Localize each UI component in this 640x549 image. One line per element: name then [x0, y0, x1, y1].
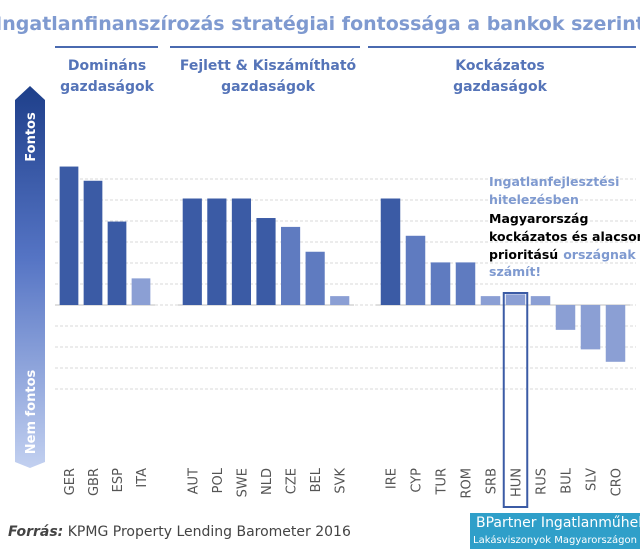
bar-slv: [580, 305, 601, 350]
group-label-developed-line2: gazdaságok: [221, 79, 316, 95]
source-label: Forrás:: [8, 524, 64, 540]
importance-arrow: [15, 86, 45, 468]
tick-label-rus: RUS: [535, 468, 550, 495]
brand-tagline: Lakásviszonyok Magyarországon: [473, 535, 637, 546]
annotation-line4: kockázatos és alacsony: [489, 229, 640, 244]
axis-label-important: Fontos: [24, 112, 39, 162]
tick-label-cze: CZE: [285, 468, 300, 494]
annotation-line5-dark: prioritású: [489, 247, 558, 262]
bars: [55, 166, 630, 508]
bar-swe: [231, 198, 252, 305]
bar-bel: [305, 251, 325, 305]
bar-aut: [182, 198, 202, 305]
annotation-line3: Magyarország: [489, 211, 588, 226]
tick-label-ger: GER: [63, 468, 78, 495]
tick-label-swe: SWE: [235, 468, 250, 497]
bar-srb: [480, 296, 501, 305]
bar-cyp: [405, 235, 426, 305]
group-label-developed-line1: Fejlett & Kiszámítható: [180, 58, 357, 74]
tick-label-cyp: CYP: [410, 468, 425, 493]
axis-label-not-important: Nem fontos: [24, 369, 39, 454]
bar-rom: [455, 262, 476, 305]
tick-label-svk: SVK: [334, 468, 349, 494]
brand-name: BPartner Ingatlanműhely: [476, 515, 640, 531]
bar-tur: [430, 262, 451, 305]
group-label-dominant-line1: Domináns: [68, 58, 146, 74]
tick-label-cro: CRO: [610, 468, 625, 496]
tick-label-hun: HUN: [510, 468, 525, 497]
tick-label-ire: IRE: [385, 468, 400, 489]
brand-logo: BPartner Ingatlanműhely Lakásviszonyok M…: [470, 513, 640, 549]
tick-label-tur: TUR: [435, 468, 450, 496]
tick-label-ita: ITA: [135, 468, 150, 488]
tick-label-bel: BEL: [309, 467, 324, 492]
group-label-risky-line2: gazdaságok: [453, 79, 548, 95]
tick-label-pol: POL: [211, 467, 226, 493]
bar-ita: [131, 278, 151, 305]
bar-cze: [280, 226, 301, 305]
bar-svk: [330, 296, 350, 305]
tick-label-srb: SRB: [485, 468, 500, 494]
bar-nld: [256, 218, 276, 305]
bar-hun: [505, 294, 526, 305]
tick-label-bul: BUL: [560, 467, 575, 493]
chart-title: Ingatlanfinanszírozás stratégiai fontoss…: [0, 13, 640, 35]
tick-label-aut: AUT: [186, 468, 201, 494]
group-label-risky-line1: Kockázatos: [455, 58, 545, 74]
tick-label-gbr: GBR: [87, 468, 102, 496]
annotation-line1: Ingatlanfejlesztési: [489, 174, 619, 189]
group-label-dominant-line2: gazdaságok: [60, 79, 155, 95]
annotation-line2: hitelezésben: [489, 192, 579, 207]
tick-label-rom: ROM: [460, 468, 475, 498]
bar-gbr: [83, 180, 103, 305]
bar-rus: [530, 296, 551, 305]
bar-ger: [59, 166, 79, 305]
bar-ire: [380, 198, 401, 305]
tick-label-slv: SLV: [585, 468, 600, 491]
bar-esp: [107, 221, 127, 305]
annotation-line5-light: országnak: [563, 247, 636, 262]
tick-label-esp: ESP: [111, 468, 126, 492]
annotation-line6: számít!: [489, 264, 541, 279]
source-note: Forrás: KPMG Property Lending Barometer …: [8, 524, 351, 540]
bar-pol: [207, 198, 227, 305]
tick-label-nld: NLD: [260, 468, 275, 495]
bar-cro: [605, 305, 626, 362]
annotation-line5: prioritású országnak: [489, 247, 636, 262]
bar-bul: [555, 305, 576, 330]
highlight-box-hun: [502, 292, 529, 508]
source-text: KPMG Property Lending Barometer 2016: [67, 524, 351, 540]
tick-labels: GER GBR ESP ITA AUT POL SWE NLD CZE BEL SVK IRE CYP T…: [63, 467, 625, 498]
